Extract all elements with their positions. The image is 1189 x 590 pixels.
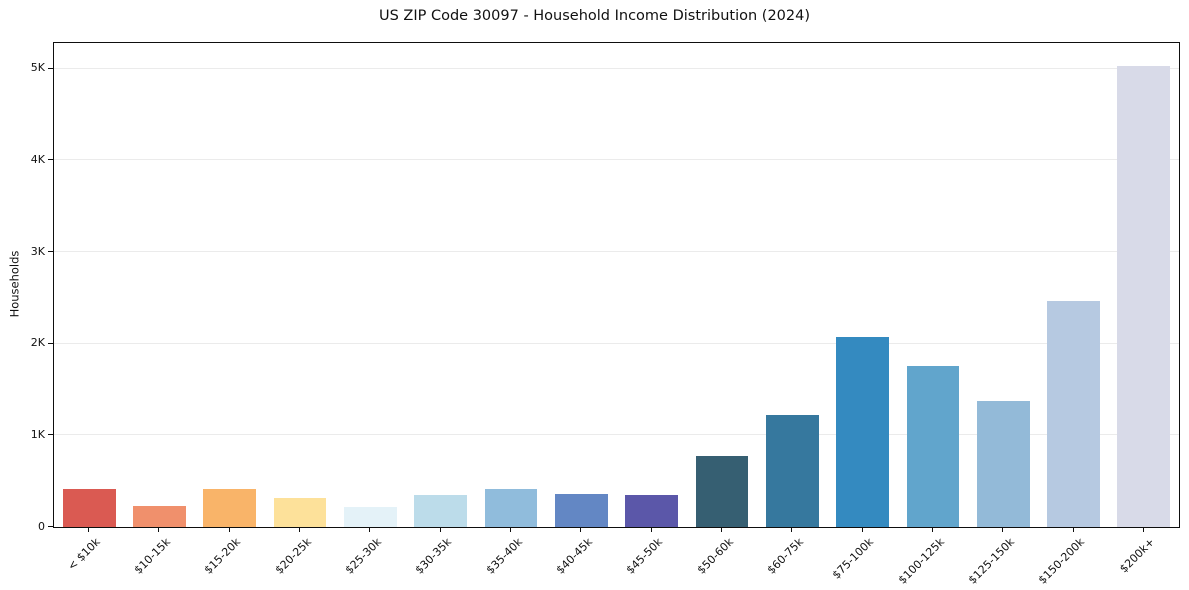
bar-slot: [265, 43, 335, 527]
bar-$25-30k: [344, 507, 397, 527]
x-tick-label-text: $75-100k: [829, 535, 877, 582]
bar-< $10k: [62, 489, 116, 527]
bar-$75-100k: [836, 337, 889, 527]
x-tick-label-text: $50-60k: [694, 535, 736, 577]
x-tick-label-text: $30-35k: [413, 535, 455, 577]
x-tick-mark: [650, 527, 652, 532]
x-tick-mark: [1002, 527, 1004, 532]
bar-$10-15k: [133, 506, 186, 527]
x-tick-mark: [1072, 527, 1074, 532]
bar-$100-125k: [906, 366, 960, 527]
bar-slot: [124, 43, 194, 527]
x-tick-mark: [510, 527, 512, 532]
x-tick-mark: [720, 527, 722, 532]
x-tick-label-text: $25-30k: [342, 535, 385, 577]
x-tick-mark: [1142, 527, 1144, 532]
bar-$35-40k: [484, 488, 538, 527]
x-tick-mark: [228, 527, 230, 532]
bar-slot: [476, 43, 546, 527]
x-tick-label-text: $40-45k: [553, 535, 595, 577]
bar-$30-35k: [414, 494, 468, 527]
y-tick-label-0: 0: [38, 519, 45, 533]
x-tick-label-text: $20-25k: [272, 535, 314, 577]
bar-slot: [546, 43, 616, 527]
bar-slot: [1109, 43, 1179, 527]
plot-area: [53, 42, 1180, 528]
x-tick-label-text: $15-20k: [202, 535, 244, 577]
bar-slot: [617, 43, 687, 527]
bar-$150-200k: [1047, 300, 1100, 527]
bar-$200k+: [1117, 65, 1171, 527]
x-tick-label-text: < $10k: [65, 535, 103, 573]
gridline-2K: [54, 342, 1179, 344]
bar-slot: [195, 43, 265, 527]
x-tick-mark: [439, 527, 441, 532]
x-tick-label-text: $125-150k: [965, 535, 1017, 587]
bar-$125-150k: [976, 401, 1030, 527]
y-tick-mark-4K: [48, 159, 53, 161]
x-tick-mark: [158, 527, 160, 532]
bar-slot: [54, 43, 124, 527]
bar-$20-25k: [273, 497, 327, 527]
gridline-5K: [54, 67, 1179, 69]
gridline-1K: [54, 434, 1179, 436]
bar-slot: [898, 43, 968, 527]
x-tick-label-text: $45-50k: [624, 535, 666, 577]
y-tick-mark-0: [48, 526, 53, 527]
x-tick-label-text: $150-200k: [1035, 535, 1088, 587]
x-tick-mark: [861, 527, 863, 532]
x-tick-mark: [299, 527, 301, 532]
gridline-3K: [54, 251, 1179, 252]
y-tick-label-2K: 2K: [30, 336, 45, 350]
y-tick-mark-2K: [48, 342, 53, 344]
bar-series: [54, 43, 1179, 527]
x-tick-label-text: $35-40k: [483, 535, 525, 577]
y-tick-label-5K: 5K: [30, 61, 45, 75]
bar-slot: [687, 43, 757, 527]
bar-slot: [968, 43, 1038, 527]
gridline-4K: [54, 159, 1179, 161]
x-tick-label-text: $60-75k: [764, 535, 806, 577]
bar-$45-50k: [625, 494, 679, 527]
x-tick-label-text: $100-125k: [895, 535, 947, 587]
bar-$40-45k: [554, 494, 608, 527]
bar-slot: [757, 43, 827, 527]
y-tick-label-1K: 1K: [30, 427, 45, 441]
x-tick-mark: [931, 527, 933, 532]
bar-slot: [1038, 43, 1108, 527]
x-tick-mark: [580, 527, 582, 532]
y-tick-mark-3K: [48, 251, 53, 252]
y-tick-mark-1K: [48, 434, 53, 436]
y-tick-label-4K: 4K: [30, 152, 45, 166]
y-tick-mark-5K: [48, 67, 53, 69]
bar-slot: [827, 43, 897, 527]
bar-slot: [335, 43, 405, 527]
bar-$50-60k: [695, 455, 749, 527]
bar-$15-20k: [203, 488, 257, 527]
y-axis-label: Households: [7, 250, 22, 318]
bar-$60-75k: [765, 415, 819, 527]
x-tick-label-text: $10-15k: [131, 535, 174, 577]
x-tick-mark: [369, 527, 371, 532]
x-tick-mark: [88, 527, 90, 532]
chart-title: US ZIP Code 30097 - Household Income Dis…: [378, 8, 811, 24]
x-tick-label-text: $200k+: [1117, 535, 1158, 576]
y-tick-label-3K: 3K: [30, 244, 45, 258]
bar-slot: [406, 43, 476, 527]
x-tick-mark: [791, 527, 793, 532]
